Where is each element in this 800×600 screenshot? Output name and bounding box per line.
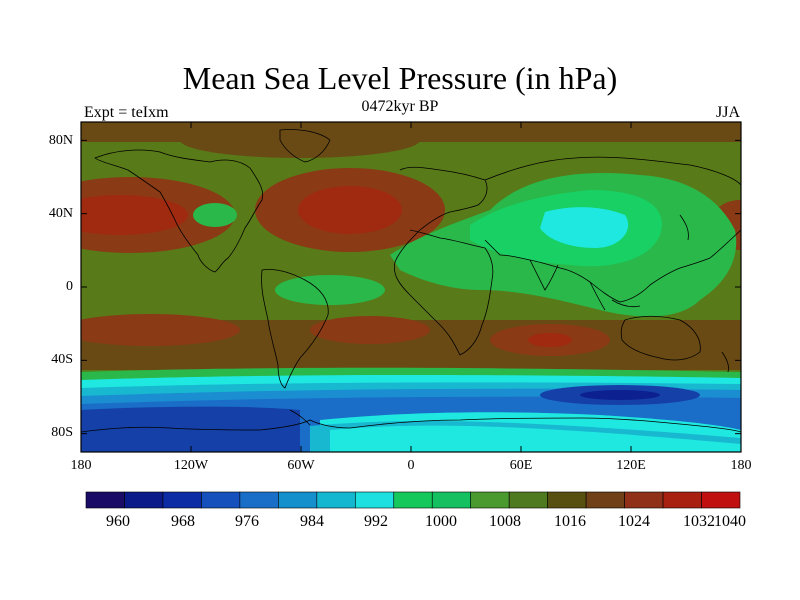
new-zealand-coast	[721, 351, 729, 373]
lat-label-80s: 80S	[51, 425, 73, 440]
map-subtitle: 0472kyr BP	[361, 98, 439, 115]
colorbar-swatch	[201, 491, 241, 509]
axis-ticks	[80, 122, 742, 452]
colorbar-label-1040: 1040	[714, 513, 746, 530]
colorbar-swatch	[470, 491, 510, 509]
colorbar-swatch	[547, 491, 587, 509]
australia-coast	[620, 315, 701, 361]
coastlines	[81, 129, 741, 433]
colorbar-label-984: 984	[300, 513, 324, 530]
colorbar	[85, 491, 741, 509]
colorbar-label-1008: 1008	[489, 513, 521, 530]
asia-coast	[484, 156, 741, 303]
antarctic-plateau	[330, 425, 741, 452]
antarctica-coast	[81, 417, 741, 433]
colorbar-swatch	[662, 491, 702, 509]
colorbar-label-960: 960	[106, 513, 130, 530]
colorbar-label-976: 976	[235, 513, 259, 530]
south-atlantic-high	[310, 316, 430, 344]
arctic-high-region	[180, 122, 420, 158]
south-pacific-high	[81, 314, 240, 346]
north-america-coast	[94, 149, 264, 273]
indian-sector-low-core	[580, 390, 660, 400]
lat-label-40n: 40N	[48, 206, 73, 221]
colorbar-label-1024: 1024	[618, 513, 650, 530]
season-label: JJA	[715, 104, 740, 121]
colorbar-label-1000: 1000	[425, 513, 457, 530]
lat-label-80n: 80N	[48, 133, 73, 148]
colorbar-swatch	[624, 491, 664, 509]
colorbar-swatch	[585, 491, 625, 509]
colorbar-swatch	[431, 491, 472, 509]
colorbar-swatch	[162, 491, 202, 509]
antarctic-peninsula-coast	[289, 409, 311, 426]
colorbar-swatch	[124, 491, 164, 509]
ross-sea-low	[115, 424, 195, 440]
lat-label-40s: 40S	[51, 352, 73, 367]
lon-label-120w: 120W	[173, 458, 209, 473]
colorbar-label-968: 968	[171, 513, 195, 530]
lon-label-60w: 60W	[287, 458, 315, 473]
lon-label-60e: 60E	[509, 458, 533, 473]
lon-label-180e: 180	[730, 458, 752, 473]
south-american-low	[275, 275, 385, 305]
lat-label-equator: 0	[66, 279, 73, 294]
europe-africa-coast	[393, 166, 494, 356]
colorbar-label-1016: 1016	[554, 513, 586, 530]
colorbar-swatch	[278, 491, 318, 509]
lon-label-0: 0	[407, 458, 415, 473]
north-pacific-high-core	[81, 195, 188, 235]
colorbar-swatch	[85, 491, 125, 509]
colorbar-swatch	[239, 491, 279, 509]
colorbar-label-992: 992	[364, 513, 388, 530]
colorbar-swatch	[316, 491, 356, 509]
asian-monsoon-low-core	[540, 207, 629, 248]
azores-high-core	[298, 186, 402, 234]
colorbar-swatch	[354, 491, 395, 509]
greenland-coast	[279, 129, 331, 163]
north-american-low	[193, 203, 237, 227]
japan-coast	[679, 214, 689, 241]
lon-label-180w: 180	[70, 458, 92, 473]
colorbar-swatch	[393, 491, 433, 509]
pressure-field	[81, 122, 741, 452]
colorbar-swatch	[701, 491, 741, 509]
arctic-high-region-2	[370, 122, 490, 142]
southeast-asia-coast	[589, 281, 641, 311]
indian-ocean-high-core	[528, 333, 572, 347]
india-coast	[529, 259, 559, 291]
colorbar-label-1032: 1032	[683, 513, 715, 530]
south-america-coast	[261, 269, 329, 389]
lon-label-120e: 120E	[616, 458, 646, 473]
colorbar-swatch	[508, 491, 548, 509]
experiment-label: Expt = teIxm	[84, 104, 169, 121]
map-title: Mean Sea Level Pressure (in hPa)	[182, 60, 618, 96]
